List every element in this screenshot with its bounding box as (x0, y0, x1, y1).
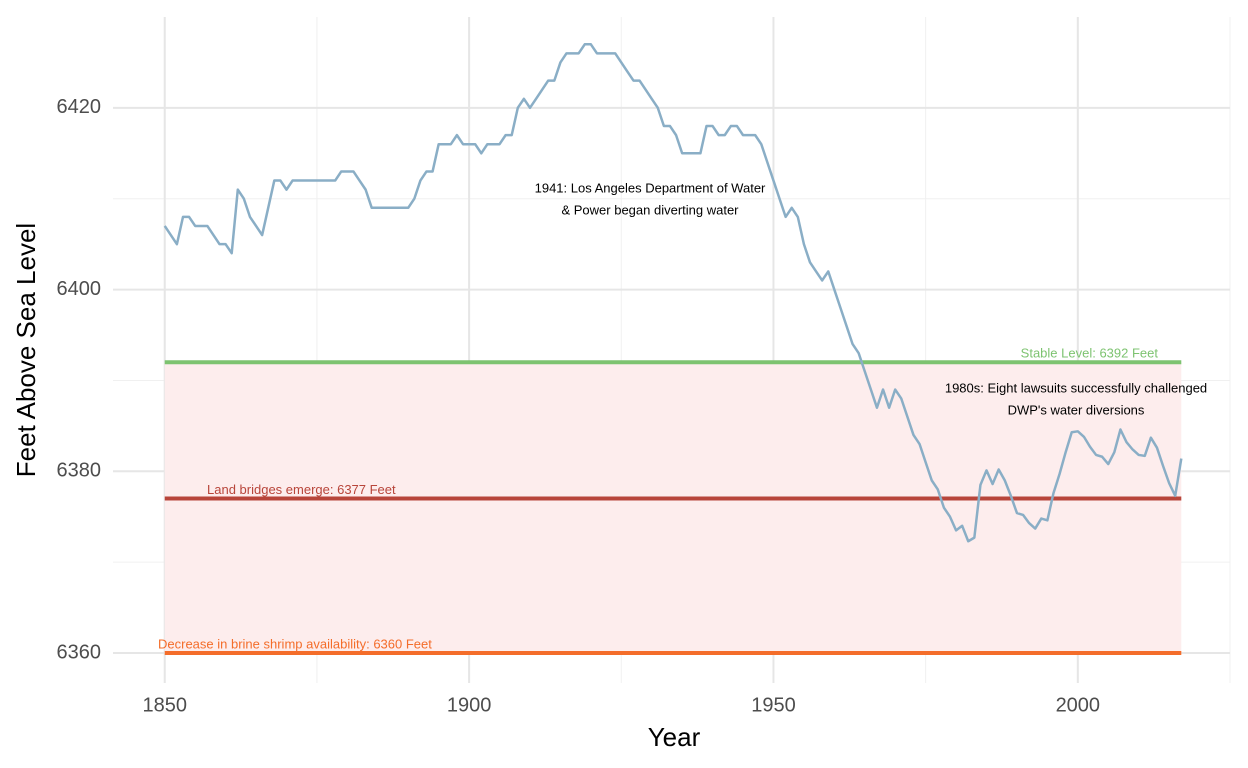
y-axis-title: Feet Above Sea Level (11, 223, 41, 477)
annotation: 1941: Los Angeles Department of Water (535, 180, 766, 195)
annotation: DWP's water diversions (1008, 402, 1145, 417)
reference-label: Stable Level: 6392 Feet (1021, 346, 1159, 361)
y-tick-label: 6380 (57, 460, 102, 482)
line-series (163, 43, 1183, 543)
y-tick-label: 6400 (57, 278, 102, 300)
annotation: & Power began diverting water (561, 202, 739, 217)
annotation: 1980s: Eight lawsuits successfully chall… (945, 380, 1207, 395)
reference-label: Decrease in brine shrimp availability: 6… (158, 636, 432, 651)
x-axis-title: Year (648, 722, 701, 752)
y-tick-label: 6420 (57, 96, 102, 118)
shaded-range (164, 362, 1182, 654)
x-tick-label: 1950 (751, 694, 796, 716)
reference-label: Land bridges emerge: 6377 Feet (207, 482, 396, 497)
x-tick-label: 1900 (447, 694, 492, 716)
x-tick-label: 1850 (142, 694, 187, 716)
y-tick-label: 6360 (57, 641, 102, 663)
x-tick-label: 2000 (1056, 694, 1101, 716)
